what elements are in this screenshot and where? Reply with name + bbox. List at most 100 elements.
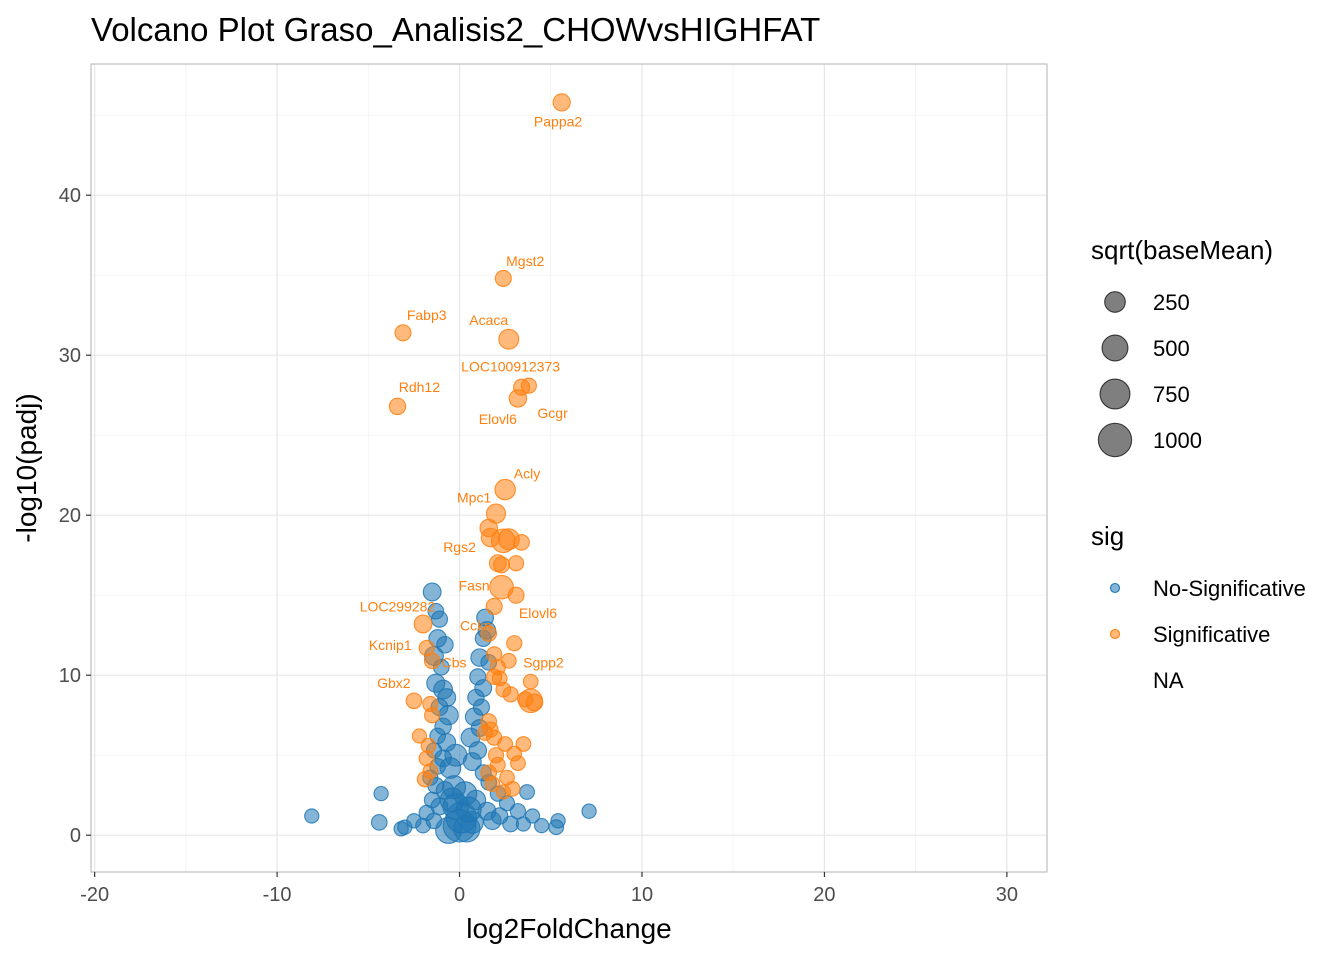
data-point bbox=[533, 817, 550, 834]
gene-label: Mpc1 bbox=[457, 490, 491, 506]
gene-label: Pappa2 bbox=[534, 114, 582, 130]
x-axis-ticks: -20 -10 0 10 20 30 bbox=[80, 872, 1018, 906]
data-point bbox=[517, 691, 534, 708]
chart-title: Volcano Plot Graso_Analisis2_CHOWvsHIGHF… bbox=[91, 11, 820, 48]
data-point bbox=[413, 614, 433, 634]
data-point bbox=[522, 673, 539, 690]
data-point bbox=[507, 586, 525, 604]
data-point bbox=[370, 814, 388, 831]
gene-label: Acly bbox=[514, 466, 540, 482]
size-legend: sqrt(baseMean) 250 500 750 1000 bbox=[1091, 235, 1273, 458]
data-point bbox=[502, 686, 519, 703]
y-tick-label: 40 bbox=[59, 185, 81, 207]
gene-label: Gcgr bbox=[537, 405, 568, 421]
data-point bbox=[373, 785, 389, 802]
color-legend-key bbox=[1109, 628, 1121, 640]
size-legend-key bbox=[1097, 422, 1133, 458]
gene-label: Kcnip1 bbox=[369, 637, 412, 653]
color-legend-label: No-Significative bbox=[1153, 576, 1306, 601]
data-point bbox=[550, 813, 566, 829]
data-point bbox=[304, 808, 320, 824]
gene-label: Fabp3 bbox=[407, 307, 447, 323]
size-legend-key bbox=[1099, 378, 1131, 410]
gene-label: LOC100912373 bbox=[461, 358, 560, 374]
data-point bbox=[394, 324, 412, 342]
y-axis-title: -log10(padj) bbox=[11, 393, 42, 542]
data-points bbox=[304, 93, 597, 844]
data-point bbox=[498, 328, 520, 350]
data-point bbox=[581, 803, 597, 819]
data-point bbox=[513, 534, 530, 551]
gene-label: Sgpp2 bbox=[523, 654, 564, 670]
size-legend-key bbox=[1104, 291, 1126, 313]
data-point bbox=[492, 556, 511, 574]
x-tick-label: 10 bbox=[631, 884, 653, 906]
data-point bbox=[415, 817, 431, 834]
gene-label: Gbx2 bbox=[377, 675, 411, 691]
size-legend-label: 750 bbox=[1153, 382, 1190, 407]
data-point bbox=[430, 610, 449, 628]
size-legend-label: 1000 bbox=[1153, 428, 1202, 453]
data-point bbox=[494, 269, 512, 287]
color-legend-label: Significative bbox=[1153, 622, 1270, 647]
data-point bbox=[477, 801, 497, 821]
data-point bbox=[484, 776, 501, 792]
data-point bbox=[508, 389, 528, 408]
y-tick-label: 10 bbox=[59, 665, 81, 687]
data-point bbox=[420, 737, 437, 754]
data-point bbox=[444, 743, 468, 767]
data-point bbox=[497, 736, 514, 752]
gene-label: Fasn bbox=[459, 578, 490, 594]
color-legend-key bbox=[1109, 582, 1121, 594]
gene-label: Rgs2 bbox=[443, 539, 476, 555]
data-point bbox=[502, 815, 519, 833]
size-legend-label: 500 bbox=[1153, 336, 1190, 361]
gene-label: Cckn bbox=[460, 618, 492, 634]
data-point bbox=[453, 815, 481, 843]
data-point bbox=[388, 397, 407, 416]
gene-label: Mgst2 bbox=[506, 253, 544, 269]
x-tick-label: 0 bbox=[454, 884, 465, 906]
data-point bbox=[423, 652, 441, 670]
data-point bbox=[519, 784, 535, 800]
x-axis-title: log2FoldChange bbox=[466, 913, 672, 944]
data-point bbox=[520, 377, 537, 394]
data-point bbox=[500, 652, 517, 669]
y-tick-label: 20 bbox=[59, 505, 81, 527]
data-point bbox=[405, 692, 423, 710]
size-legend-label: 250 bbox=[1153, 290, 1190, 315]
x-tick-label: 20 bbox=[813, 884, 835, 906]
series-significative bbox=[388, 93, 571, 800]
data-point bbox=[507, 555, 525, 572]
gene-labels: Pappa2 Mgst2 Fabp3 Acaca LOC100912373 Rdh12 Gc… bbox=[360, 114, 583, 692]
plot-panel-border bbox=[90, 63, 1048, 873]
color-legend: sig No-Significative Significative NA bbox=[1091, 521, 1306, 693]
x-tick-label: -10 bbox=[263, 884, 292, 906]
size-legend-title: sqrt(baseMean) bbox=[1091, 235, 1273, 265]
y-tick-label: 30 bbox=[59, 345, 81, 367]
data-point bbox=[480, 625, 498, 642]
size-legend-key bbox=[1101, 334, 1129, 362]
data-point bbox=[552, 93, 571, 112]
color-legend-title: sig bbox=[1091, 521, 1124, 551]
data-point bbox=[506, 635, 523, 652]
x-tick-label: 30 bbox=[996, 884, 1018, 906]
y-axis-ticks: 0 10 20 30 40 bbox=[59, 185, 91, 847]
data-point bbox=[411, 728, 428, 744]
x-tick-label: -20 bbox=[80, 884, 109, 906]
data-point bbox=[424, 707, 441, 724]
data-point bbox=[510, 755, 526, 772]
data-point bbox=[422, 582, 442, 602]
data-point bbox=[495, 784, 511, 800]
data-point bbox=[485, 597, 503, 615]
gene-label: LOC299282 bbox=[360, 598, 436, 614]
data-point bbox=[515, 736, 532, 752]
gene-label: Acaca bbox=[469, 312, 508, 328]
gene-label: Rdh12 bbox=[399, 379, 440, 395]
y-tick-label: 0 bbox=[70, 825, 81, 847]
color-legend-label: NA bbox=[1153, 668, 1184, 693]
data-point bbox=[416, 771, 434, 788]
gene-label: Elovl6 bbox=[519, 605, 557, 621]
data-point bbox=[494, 478, 516, 501]
